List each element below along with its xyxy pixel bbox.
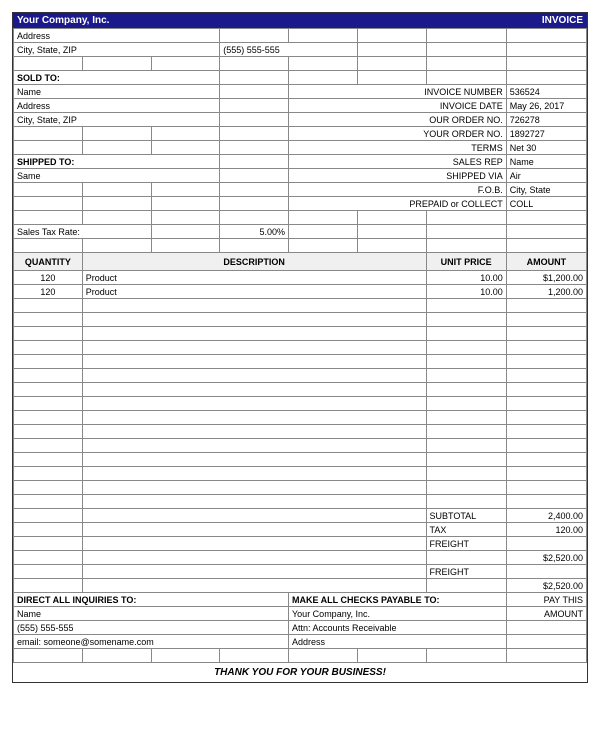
inquiries-name: Name <box>14 607 289 621</box>
prepaid: COLL <box>506 197 586 211</box>
inv-date-label: INVOICE DATE <box>289 99 507 113</box>
payable-address: Address <box>289 635 507 649</box>
payable-attn: Attn: Accounts Receivable <box>289 621 507 635</box>
inv-number-label: INVOICE NUMBER <box>289 85 507 99</box>
col-amount: AMOUNT <box>506 253 586 271</box>
inquiries-heading: DIRECT ALL INQUIRIES TO: <box>14 593 289 607</box>
item-qty: 120 <box>14 285 83 299</box>
terms-label: TERMS <box>289 141 507 155</box>
our-order-label: OUR ORDER NO. <box>289 113 507 127</box>
your-order: 1892727 <box>506 127 586 141</box>
fob: City, State <box>506 183 586 197</box>
subtotal-label: SUBTOTAL <box>426 509 506 523</box>
subtotal: 2,400.00 <box>506 509 586 523</box>
item-price: 10.00 <box>426 285 506 299</box>
your-order-label: YOUR ORDER NO. <box>289 127 507 141</box>
company-city: City, State, ZIP <box>14 43 220 57</box>
sales-rep: Name <box>506 155 586 169</box>
tax-rate: 5.00% <box>220 225 289 239</box>
shipped-to-same: Same <box>14 169 220 183</box>
total-2: $2,520.00 <box>506 579 586 593</box>
freight2-label: FREIGHT <box>426 565 506 579</box>
prepaid-label: PREPAID or COLLECT <box>289 197 507 211</box>
shipped-to-heading: SHIPPED TO: <box>14 155 220 169</box>
inquiries-phone: (555) 555-555 <box>14 621 289 635</box>
sold-to-heading: SOLD TO: <box>14 71 220 85</box>
sold-to-city: City, State, ZIP <box>14 113 220 127</box>
total-1: $2,520.00 <box>506 551 586 565</box>
inquiries-email: email: someone@somename.com <box>14 635 289 649</box>
item-row: 120 Product 10.00 1,200.00 <box>14 285 587 299</box>
company-phone: (555) 555-555 <box>220 43 358 57</box>
terms: Net 30 <box>506 141 586 155</box>
sold-to-name: Name <box>14 85 220 99</box>
item-desc: Product <box>82 271 426 285</box>
item-qty: 120 <box>14 271 83 285</box>
payable-heading: MAKE ALL CHECKS PAYABLE TO: <box>289 593 507 607</box>
item-amount: $1,200.00 <box>506 271 586 285</box>
company-name: Your Company, Inc. <box>17 15 109 26</box>
col-quantity: QUANTITY <box>14 253 83 271</box>
invoice-table: Address City, State, ZIP (555) 555-555 S… <box>13 28 587 663</box>
invoice-title: INVOICE <box>542 15 583 26</box>
col-unit-price: UNIT PRICE <box>426 253 506 271</box>
fob-label: F.O.B. <box>289 183 507 197</box>
col-description: DESCRIPTION <box>82 253 426 271</box>
sold-to-address: Address <box>14 99 220 113</box>
company-address: Address <box>14 29 220 43</box>
payable-company: Your Company, Inc. <box>289 607 507 621</box>
tax-amount: 120.00 <box>506 523 586 537</box>
footer-message: THANK YOU FOR YOUR BUSINESS! <box>13 663 587 682</box>
tax-rate-label: Sales Tax Rate: <box>14 225 152 239</box>
shipped-via: Air <box>506 169 586 183</box>
item-row: 120 Product 10.00 $1,200.00 <box>14 271 587 285</box>
sales-rep-label: SALES REP <box>289 155 507 169</box>
item-amount: 1,200.00 <box>506 285 586 299</box>
our-order: 726278 <box>506 113 586 127</box>
shipped-via-label: SHIPPED VIA <box>289 169 507 183</box>
header-bar: Your Company, Inc. INVOICE <box>13 13 587 28</box>
pay-this-2: AMOUNT <box>506 607 586 621</box>
inv-number: 536524 <box>506 85 586 99</box>
inv-date: May 26, 2017 <box>506 99 586 113</box>
freight-label: FREIGHT <box>426 537 506 551</box>
item-desc: Product <box>82 285 426 299</box>
tax-label: TAX <box>426 523 506 537</box>
item-price: 10.00 <box>426 271 506 285</box>
invoice-sheet: Your Company, Inc. INVOICE Address City,… <box>12 12 588 683</box>
pay-this-1: PAY THIS <box>506 593 586 607</box>
